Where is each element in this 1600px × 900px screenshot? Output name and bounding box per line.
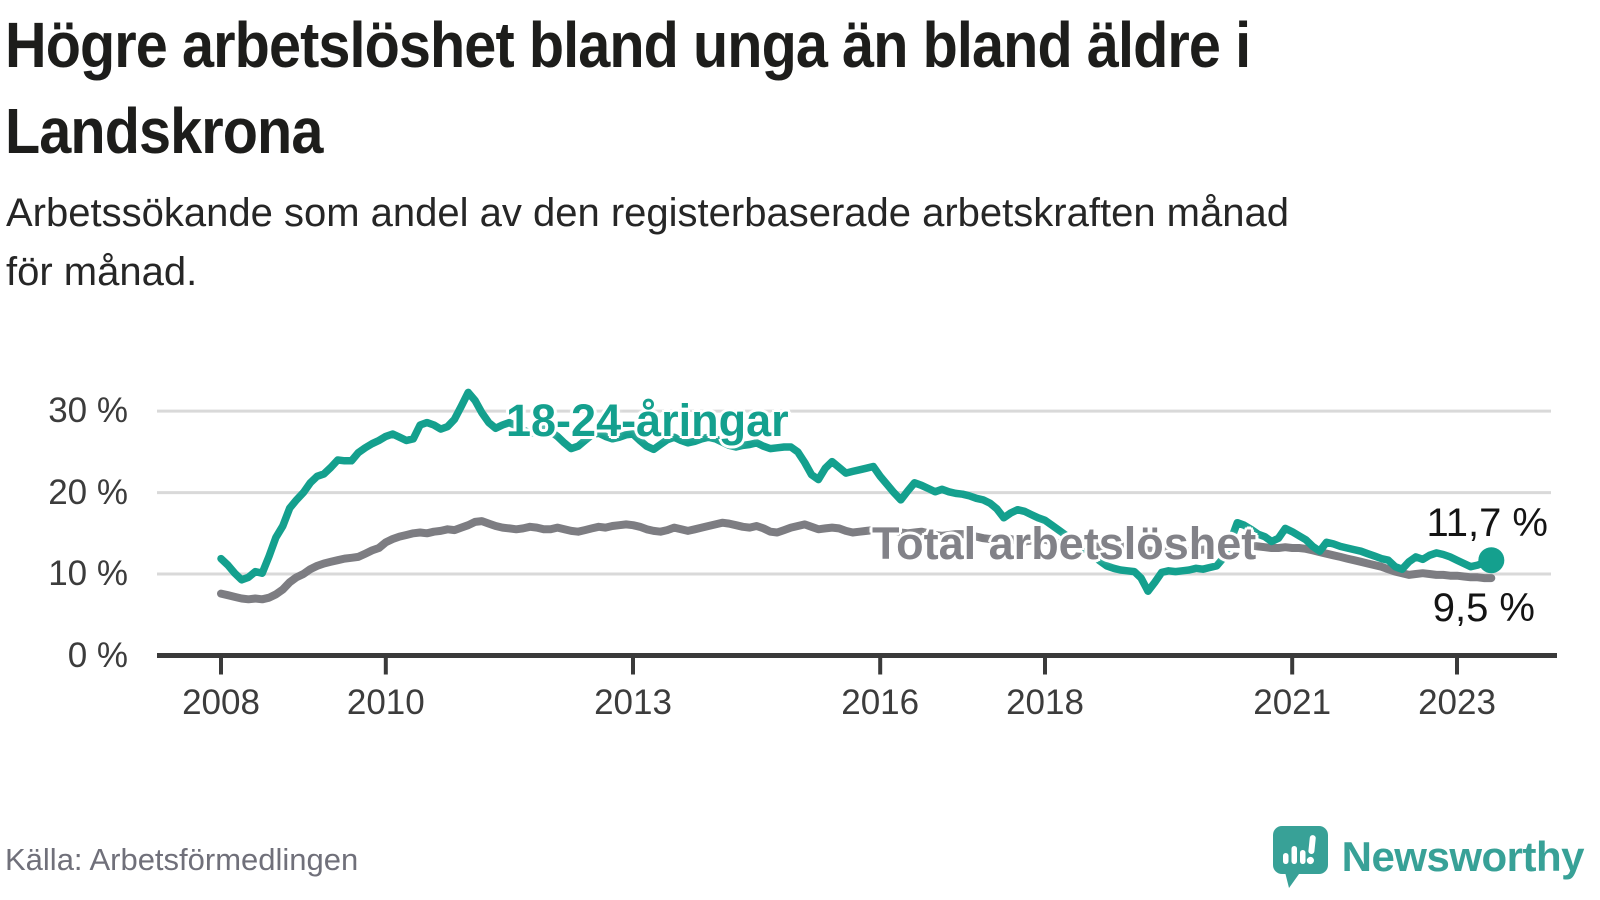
end-value-youth: 11,7 % xyxy=(1426,501,1548,545)
x-tick-label-2023: 2023 xyxy=(1418,683,1496,722)
y-tick-label-0: 0 % xyxy=(67,635,128,675)
end-dot-youth xyxy=(1478,547,1505,574)
x-tick-label-2013: 2013 xyxy=(594,683,672,722)
x-tick-label-2016: 2016 xyxy=(841,683,920,722)
y-tick-label-30: 30 % xyxy=(48,391,128,431)
series-label-youth: 18-24-åringar xyxy=(506,395,789,446)
end-value-total: 9,5 % xyxy=(1432,586,1535,630)
x-tick-label-2008: 2008 xyxy=(182,683,260,722)
y-tick-label-10: 10 % xyxy=(48,554,128,594)
title-line-2: Landskrona xyxy=(5,95,323,167)
newsworthy-brand-text: Newsworthy xyxy=(1341,833,1585,880)
subtitle-line-1: Arbetssökande som andel av den registerb… xyxy=(6,191,1289,235)
newsworthy-logo-icon xyxy=(1272,826,1328,888)
x-tick-label-2021: 2021 xyxy=(1253,683,1332,722)
newsworthy-brand: Newsworthy xyxy=(1272,826,1585,888)
chart-subtitle: Arbetssökande som andel av den registerb… xyxy=(6,184,1289,302)
source-note: Källa: Arbetsförmedlingen xyxy=(5,842,359,877)
title-line-1: Högre arbetslöshet bland unga än bland ä… xyxy=(5,9,1251,81)
page-title: Högre arbetslöshet bland unga än bland ä… xyxy=(5,2,1251,174)
series-line-total xyxy=(217,517,1496,604)
series-label-total: Total arbetslöshet xyxy=(872,518,1257,569)
x-tick-label-2010: 2010 xyxy=(346,683,425,722)
x-tick-label-2018: 2018 xyxy=(1006,683,1084,722)
subtitle-line-2: för månad. xyxy=(6,250,198,294)
series-line-youth xyxy=(217,388,1496,595)
y-tick-label-20: 20 % xyxy=(48,472,128,512)
